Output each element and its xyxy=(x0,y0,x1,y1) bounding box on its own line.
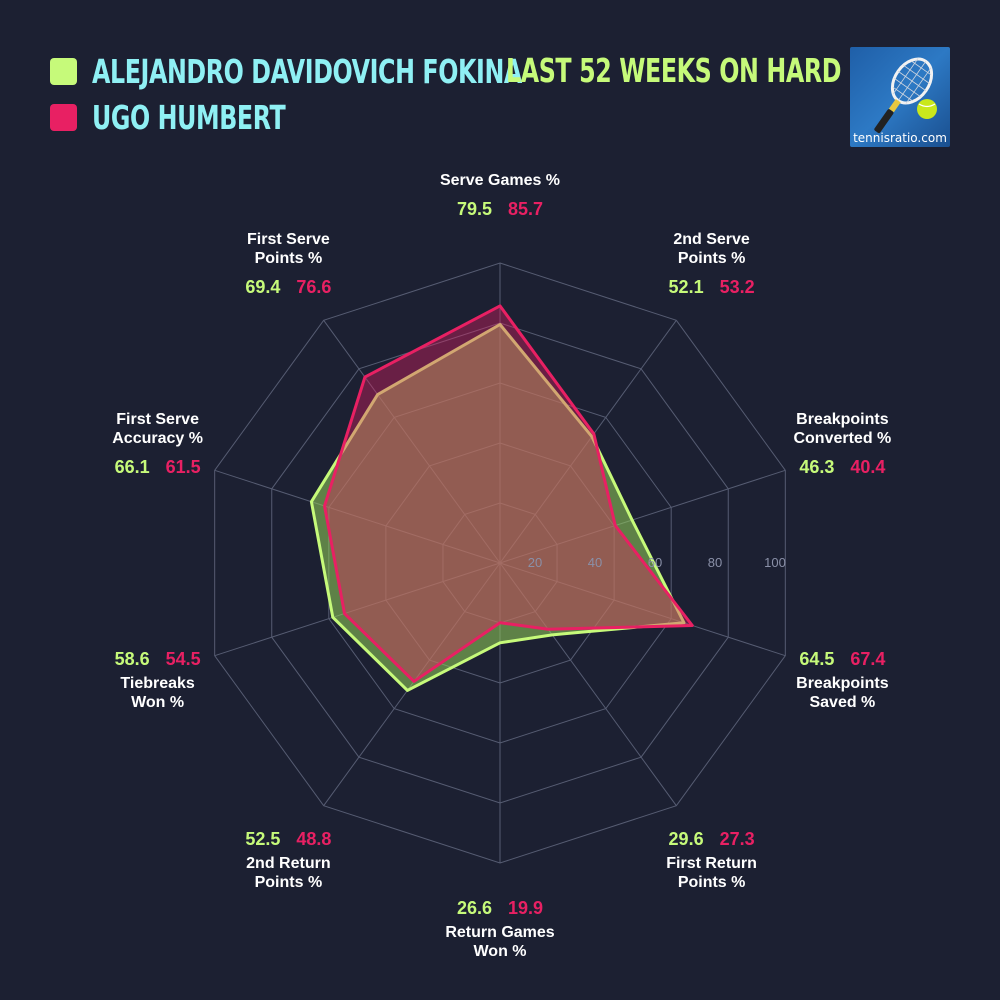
category-label-line: Won % xyxy=(473,943,527,960)
category-label-line: 2nd Serve xyxy=(673,230,750,248)
category-label-first_serve_points: First Serve Points % xyxy=(188,230,388,268)
radial-tick-label: 60 xyxy=(647,555,663,570)
value-player-a: 58.6 xyxy=(114,649,150,670)
legend-item-player-a[interactable]: ALEJANDRO DAVIDOVICH FOKINA xyxy=(50,48,629,94)
value-player-b: 67.4 xyxy=(850,649,886,670)
value-player-b: 54.5 xyxy=(165,649,201,670)
category-label-line: Won % xyxy=(131,694,185,712)
value-player-b: 48.8 xyxy=(296,829,332,850)
value-player-a: 52.5 xyxy=(245,829,281,850)
category-values-return_games_won: 26.6 19.9 xyxy=(400,897,600,919)
category-label-line: First Return xyxy=(666,855,757,873)
value-player-a: 66.1 xyxy=(114,456,150,477)
category-label-line: First Serve xyxy=(247,230,330,248)
category-label-breakpoints_converted: Breakpoints Converted % xyxy=(742,410,942,448)
value-player-a: 79.5 xyxy=(456,198,492,219)
category-label-line: Accuracy % xyxy=(112,429,203,447)
legend-label-player-b: UGO HUMBERT xyxy=(92,97,286,137)
logo-text: tennisratio.com xyxy=(853,131,947,145)
category-label-line: Saved % xyxy=(809,694,876,712)
value-player-b: 27.3 xyxy=(719,829,755,850)
radial-tick-label: 40 xyxy=(587,555,603,570)
legend-item-player-b[interactable]: UGO HUMBERT xyxy=(50,94,629,140)
category-label-first_serve_accuracy: First Serve Accuracy % xyxy=(58,410,258,448)
category-label-line: Serve Games % xyxy=(439,171,561,189)
value-player-b: 40.4 xyxy=(850,456,886,477)
value-player-a: 52.1 xyxy=(668,276,704,297)
category-label-tiebreaks_won: Tiebreaks Won % xyxy=(58,674,258,712)
value-player-b: 53.2 xyxy=(719,276,755,297)
category-label-breakpoints_saved: Breakpoints Saved % xyxy=(742,674,942,712)
category-label-return_games_won: Return Games Won % xyxy=(400,923,600,961)
tennisratio-logo[interactable]: tennisratio.com xyxy=(850,47,950,147)
value-player-a: 46.3 xyxy=(799,456,835,477)
legend-label-player-a: ALEJANDRO DAVIDOVICH FOKINA xyxy=(92,51,522,91)
value-player-b: 76.6 xyxy=(296,276,332,297)
category-label-line: First Serve xyxy=(116,410,199,428)
category-label-second_serve_points: 2nd Serve Points % xyxy=(612,230,812,268)
value-player-a: 29.6 xyxy=(668,829,704,850)
category-values-serve_games: 79.5 85.7 xyxy=(400,198,600,220)
series-player-a-area xyxy=(309,323,686,692)
category-values-second_return_points: 52.5 48.8 xyxy=(188,828,388,850)
value-player-a: 69.4 xyxy=(245,276,281,297)
category-label-line: Points % xyxy=(677,874,746,892)
category-values-first_serve_accuracy: 66.1 61.5 xyxy=(58,456,258,478)
category-label-first_return_points: First Return Points % xyxy=(612,854,812,892)
tennis-racket-icon xyxy=(874,57,937,134)
category-label-line: Converted % xyxy=(793,429,892,447)
category-values-breakpoints_converted: 46.3 40.4 xyxy=(742,456,942,478)
category-values-first_serve_points: 69.4 76.6 xyxy=(188,276,388,298)
radial-tick-label: 100 xyxy=(764,555,786,570)
category-values-breakpoints_saved: 64.5 67.4 xyxy=(742,648,942,670)
category-label-line: Tiebreaks xyxy=(120,675,195,693)
category-label-line: Points % xyxy=(677,249,746,267)
category-values-first_return_points: 29.6 27.3 xyxy=(612,828,812,850)
series-player-b-area xyxy=(323,304,694,683)
category-label-line: Return Games xyxy=(445,924,555,941)
category-label-second_return_points: 2nd Return Points % xyxy=(188,854,388,892)
category-label-line: Breakpoints xyxy=(796,675,889,693)
chart-subtitle: LAST 52 WEEKS ON HARD xyxy=(506,51,842,90)
category-label-line: Points % xyxy=(254,249,323,267)
radial-tick-label: 20 xyxy=(527,555,543,570)
legend-swatch-player-a xyxy=(50,57,77,85)
value-player-a: 26.6 xyxy=(456,898,492,918)
value-player-b: 19.9 xyxy=(508,898,544,918)
legend: ALEJANDRO DAVIDOVICH FOKINA UGO HUMBERT xyxy=(50,48,629,140)
legend-swatch-player-b xyxy=(50,103,77,131)
radar-series xyxy=(309,304,694,692)
value-player-b: 85.7 xyxy=(508,198,544,219)
value-player-b: 61.5 xyxy=(165,456,201,477)
category-values-second_serve_points: 52.1 53.2 xyxy=(612,276,812,298)
category-label-serve_games: Serve Games % xyxy=(400,171,600,190)
radial-tick-label: 80 xyxy=(707,555,723,570)
value-player-a: 64.5 xyxy=(799,649,835,670)
category-label-line: 2nd Return xyxy=(246,855,331,873)
category-label-line: Points % xyxy=(254,874,323,892)
category-label-line: Breakpoints xyxy=(796,410,889,428)
category-values-tiebreaks_won: 58.6 54.5 xyxy=(58,648,258,670)
